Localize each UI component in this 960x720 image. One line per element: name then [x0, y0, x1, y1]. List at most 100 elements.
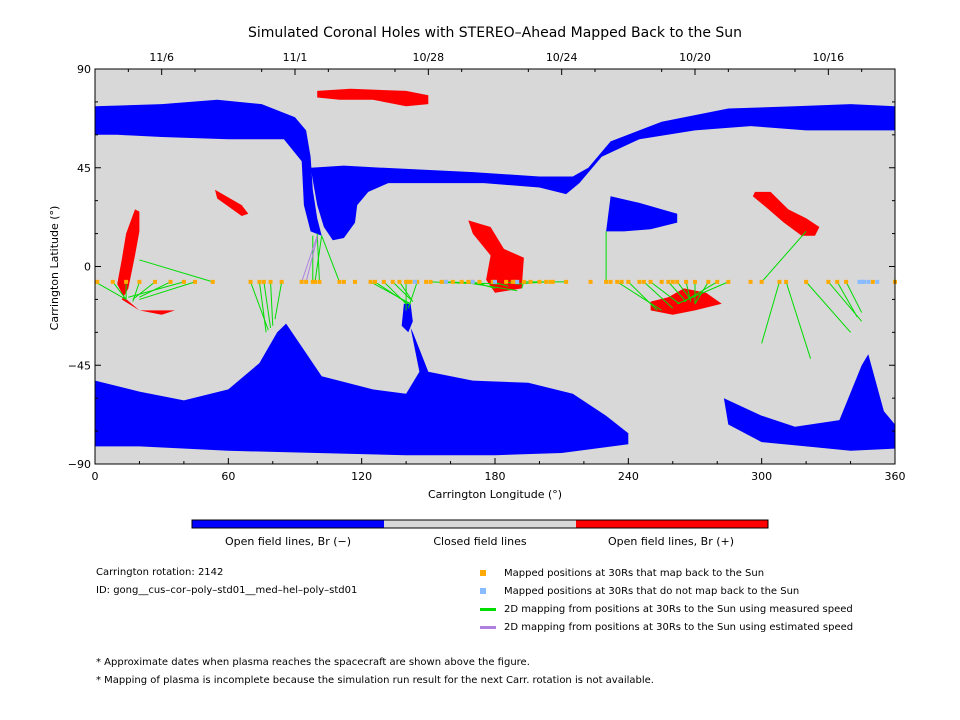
estimated-mapping-line-0: [301, 235, 318, 283]
measured-mapping-line-49: [805, 281, 851, 333]
mapped-position-point-7: [193, 279, 197, 284]
mapped-position-point-55: [619, 279, 624, 284]
measured-mapping-line-17: [321, 235, 340, 283]
unmapped-square-icon: [480, 588, 486, 594]
mapped-position-point-0: [95, 279, 100, 284]
mapped-position-point-36: [459, 279, 464, 284]
mapped-position-point-43: [513, 279, 517, 284]
measured-mapping-line-16: [316, 233, 320, 282]
y-tick-label-1: −45: [68, 359, 91, 372]
measured-mapping-line-38: [650, 281, 680, 305]
colorbar-segment-negative: [192, 520, 384, 528]
top-date-label-0: 11/6: [149, 51, 174, 64]
y-tick-label-3: 45: [77, 162, 91, 175]
measured-mapping-line-6: [128, 281, 185, 298]
unmapped-position-point-8: [866, 279, 871, 284]
mapped-position-point-1: [110, 279, 115, 284]
y-tick-label-4: 90: [77, 63, 91, 76]
mapped-position-point-64: [684, 279, 689, 284]
mapped-position-point-35: [450, 279, 455, 284]
mapped-position-point-56: [626, 279, 631, 284]
mapped-position-point-61: [666, 279, 671, 284]
measured-mapping-line-45: [677, 281, 729, 305]
mapped-position-point-44: [521, 279, 526, 284]
coronal-hole-negative-5: [401, 303, 413, 333]
mapped-position-point-46: [537, 279, 542, 284]
mapped-position-point-70: [759, 279, 764, 284]
simulation-id: ID: gong__cus–cor–poly–std01__med–hel–po…: [96, 585, 358, 596]
carrington-rotation: Carrington rotation: 2142: [96, 567, 224, 578]
measured-line-icon: [480, 607, 496, 611]
coronal-hole-positive-6: [317, 88, 429, 107]
x-tick-label-0: 0: [92, 470, 99, 483]
mapped-position-point-10: [257, 279, 262, 284]
measured-mapping-line-47: [761, 281, 780, 344]
estimated-mapping-line-1: [305, 237, 318, 282]
legend-mapped-label: Mapped positions at 30Rs that map back t…: [504, 567, 765, 579]
mapped-position-point-59: [648, 279, 653, 284]
x-tick-label-1: 60: [221, 470, 235, 483]
measured-mapping-line-10: [258, 281, 267, 333]
coronal-hole-positive-8: [117, 209, 175, 315]
legend-measured: 2D mapping from positions at 30Rs to the…: [480, 603, 853, 615]
legend-unmapped-label: Mapped positions at 30Rs that do not map…: [504, 585, 800, 597]
measured-mapping-line-4: [132, 281, 156, 300]
mapped-position-point-42: [510, 279, 515, 284]
mapped-position-point-71: [777, 279, 782, 284]
mapped-position-point-20: [341, 279, 346, 284]
estimated-line-icon: [480, 625, 496, 629]
mapped-position-point-49: [550, 279, 555, 284]
mapped-position-point-69: [748, 279, 753, 284]
mapped-position-point-51: [588, 279, 593, 284]
top-date-label-2: 10/28: [412, 51, 444, 64]
mapped-position-point-66: [706, 279, 711, 284]
measured-mapping-line-18: [370, 281, 411, 305]
mapped-position-point-68: [726, 279, 731, 284]
mapped-position-point-8: [210, 279, 215, 284]
colorbar-label-negative: Open field lines, Br (−): [225, 535, 351, 548]
mapped-position-point-12: [268, 279, 273, 284]
unmapped-position-point-5: [857, 279, 862, 284]
measured-mapping-line-20: [383, 281, 407, 305]
mapped-position-point-50: [564, 279, 569, 284]
legend-estimated: 2D mapping from positions at 30Rs to the…: [480, 621, 853, 633]
measured-mapping-line-13: [274, 281, 283, 320]
mapped-position-point-14: [299, 279, 304, 284]
mapped-position-point-24: [381, 279, 386, 284]
measured-mapping-line-52: [845, 281, 863, 313]
x-tick-label-2: 120: [351, 470, 372, 483]
x-tick-label-4: 240: [618, 470, 639, 483]
mapped-square-icon: [480, 570, 486, 576]
unmapped-position-point-7: [861, 279, 866, 284]
chart-title: Simulated Coronal Holes with STEREO–Ahea…: [248, 25, 742, 41]
mapped-position-point-65: [693, 279, 697, 284]
colorbar: [191, 519, 769, 529]
x-axis-label: Carrington Longitude (°): [428, 488, 562, 501]
top-date-label-1: 11/1: [283, 51, 308, 64]
mapped-position-point-25: [390, 279, 395, 284]
mapped-position-point-21: [353, 279, 357, 284]
mapped-position-point-57: [637, 279, 642, 284]
unmapped-position-point-3: [493, 279, 497, 284]
measured-mapping-line-9: [250, 281, 269, 331]
axes: 0 60 120 180 240 300 360 −90 −45 0 45 90 11/6 11/1 10/…: [68, 51, 906, 483]
colorbar-segment-positive: [576, 520, 768, 528]
mapped-position-point-45: [528, 279, 533, 284]
mapped-position-point-67: [715, 279, 720, 284]
mapped-position-point-75: [835, 279, 840, 284]
y-axis-label: Carrington Latitude (°): [48, 206, 61, 331]
coronal-hole-negative-3: [95, 319, 629, 456]
mapped-position-point-60: [659, 279, 664, 284]
mapped-position-point-48: [548, 279, 553, 284]
mapped-position-point-58: [641, 279, 646, 284]
mapped-position-point-54: [615, 279, 620, 284]
colorbar-segment-closed: [384, 520, 576, 528]
mapped-position-point-72: [784, 279, 789, 284]
colorbar-label-positive: Open field lines, Br (+): [608, 535, 734, 548]
mapped-position-point-37: [466, 279, 471, 284]
measured-mapping-line-48: [785, 281, 812, 359]
x-tick-label-6: 360: [885, 470, 906, 483]
top-date-label-3: 10/24: [546, 51, 578, 64]
measured-mapping-line-0: [94, 281, 127, 300]
